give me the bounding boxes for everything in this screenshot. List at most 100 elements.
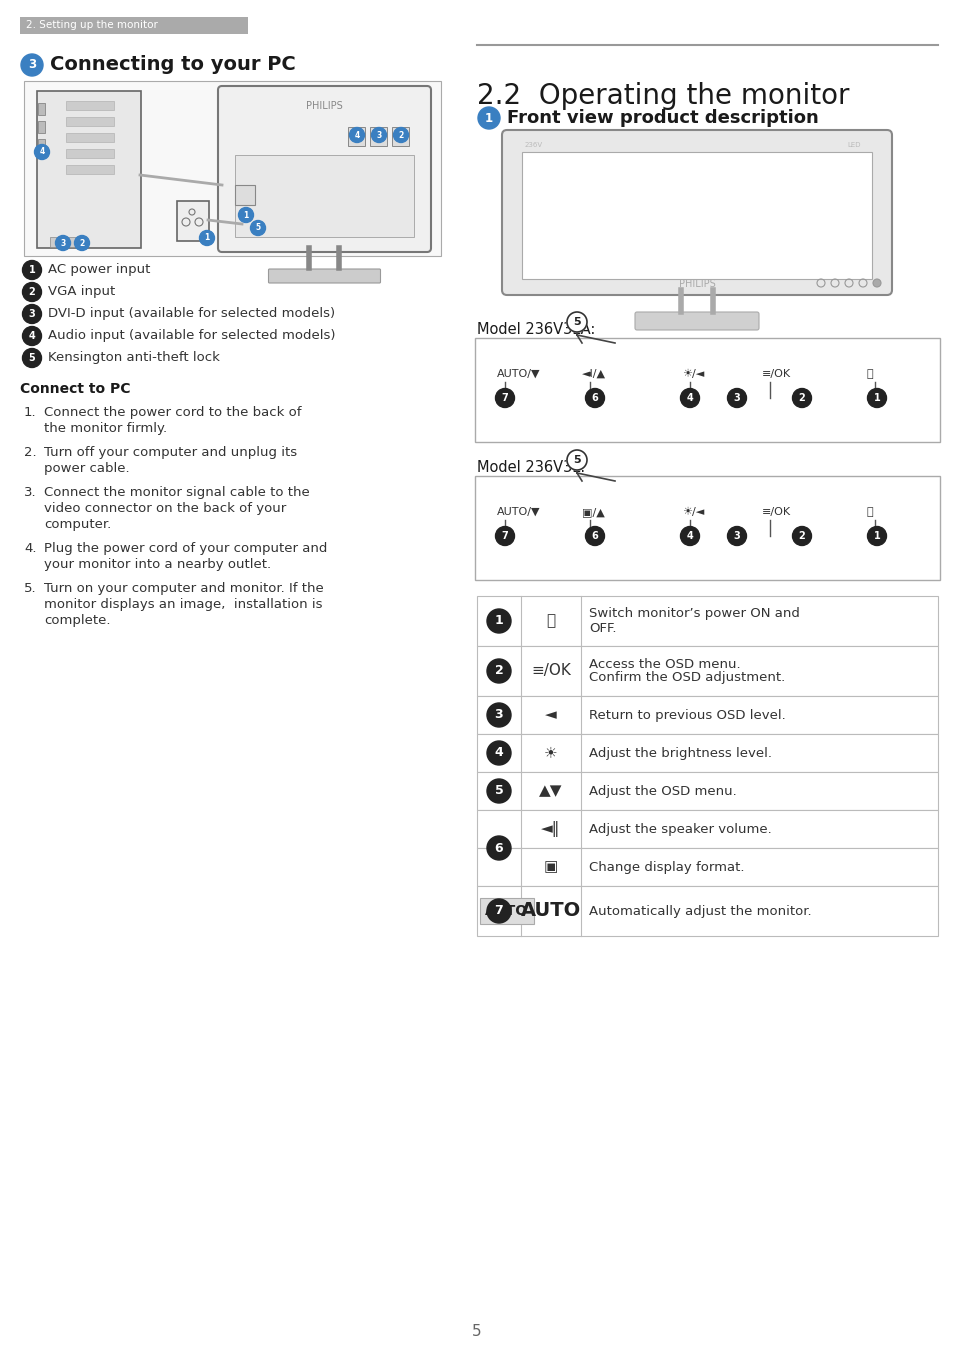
Text: 3: 3 [60, 238, 66, 248]
Text: ▣/▲: ▣/▲ [581, 506, 604, 517]
Text: 236V: 236V [524, 142, 542, 148]
Text: ◄I/▲: ◄I/▲ [581, 370, 605, 379]
Text: LED: LED [846, 142, 860, 148]
Text: Model 236V3LA:: Model 236V3LA: [476, 322, 595, 337]
Circle shape [371, 127, 386, 142]
Text: 6: 6 [591, 393, 598, 403]
Circle shape [866, 527, 885, 546]
Text: 2: 2 [398, 130, 403, 139]
FancyBboxPatch shape [476, 848, 937, 886]
Circle shape [486, 703, 511, 727]
FancyBboxPatch shape [476, 772, 937, 810]
Text: video connector on the back of your: video connector on the back of your [44, 502, 286, 515]
Circle shape [23, 283, 42, 302]
Text: ≡/OK: ≡/OK [761, 370, 790, 379]
Circle shape [486, 741, 511, 765]
Text: 6: 6 [591, 531, 598, 542]
Text: 4: 4 [29, 330, 35, 341]
FancyBboxPatch shape [50, 237, 65, 246]
Circle shape [74, 236, 90, 250]
Text: Connect the power cord to the back of: Connect the power cord to the back of [44, 406, 301, 418]
Circle shape [585, 389, 604, 408]
Text: DVI-D input (available for selected models): DVI-D input (available for selected mode… [48, 307, 335, 321]
Text: ◄‖: ◄‖ [540, 821, 560, 837]
Circle shape [679, 389, 699, 408]
Text: ⏻: ⏻ [546, 613, 555, 628]
Circle shape [23, 260, 42, 279]
Text: 1: 1 [873, 393, 880, 403]
Text: ☀: ☀ [543, 746, 558, 761]
FancyBboxPatch shape [476, 810, 937, 848]
Text: 2: 2 [798, 531, 804, 542]
Text: 5: 5 [29, 353, 35, 363]
Text: ⏻: ⏻ [866, 370, 873, 379]
Text: 3: 3 [495, 708, 503, 722]
Text: ≡/OK: ≡/OK [531, 663, 570, 678]
FancyBboxPatch shape [635, 311, 759, 330]
Text: 4.: 4. [24, 542, 36, 555]
Circle shape [792, 389, 811, 408]
FancyBboxPatch shape [479, 898, 534, 923]
FancyBboxPatch shape [37, 91, 141, 248]
FancyBboxPatch shape [38, 121, 45, 133]
Text: Adjust the speaker volume.: Adjust the speaker volume. [588, 822, 771, 835]
FancyBboxPatch shape [392, 126, 409, 145]
Text: 4: 4 [494, 746, 503, 760]
Text: 3: 3 [733, 531, 740, 542]
Text: 4: 4 [686, 393, 693, 403]
Text: 1: 1 [29, 265, 35, 275]
Circle shape [727, 527, 745, 546]
FancyBboxPatch shape [501, 130, 891, 295]
Circle shape [23, 348, 42, 367]
FancyBboxPatch shape [20, 18, 248, 34]
Text: 6: 6 [495, 841, 503, 854]
FancyBboxPatch shape [475, 477, 939, 580]
Circle shape [872, 279, 880, 287]
FancyBboxPatch shape [24, 81, 440, 256]
Text: 3: 3 [29, 309, 35, 320]
Text: 1: 1 [873, 531, 880, 542]
Circle shape [585, 527, 604, 546]
Circle shape [349, 127, 364, 142]
FancyBboxPatch shape [476, 886, 937, 936]
Text: 2.2  Operating the monitor: 2.2 Operating the monitor [476, 83, 848, 110]
Text: Connect to PC: Connect to PC [20, 382, 131, 395]
Text: Kensington anti-theft lock: Kensington anti-theft lock [48, 352, 219, 364]
Text: 2.: 2. [24, 445, 36, 459]
Circle shape [393, 127, 408, 142]
FancyBboxPatch shape [348, 126, 365, 145]
Text: Connect the monitor signal cable to the: Connect the monitor signal cable to the [44, 486, 310, 500]
Text: 7: 7 [494, 904, 503, 918]
FancyBboxPatch shape [476, 646, 937, 696]
Circle shape [727, 389, 745, 408]
Text: 2: 2 [79, 238, 85, 248]
Text: Audio input (available for selected models): Audio input (available for selected mode… [48, 329, 335, 343]
Circle shape [23, 305, 42, 324]
Text: 2: 2 [798, 393, 804, 403]
Circle shape [486, 835, 511, 860]
Text: 5: 5 [472, 1324, 481, 1339]
Text: 5: 5 [573, 455, 580, 464]
Circle shape [23, 326, 42, 345]
FancyBboxPatch shape [66, 133, 113, 142]
Circle shape [566, 450, 586, 470]
Text: 4: 4 [686, 531, 693, 542]
Text: power cable.: power cable. [44, 462, 130, 475]
Text: 1: 1 [204, 233, 210, 242]
Text: Plug the power cord of your computer and: Plug the power cord of your computer and [44, 542, 327, 555]
FancyBboxPatch shape [475, 338, 939, 441]
Text: AC power input: AC power input [48, 264, 151, 276]
Text: ▣: ▣ [543, 860, 558, 875]
Text: Model 236V3L:: Model 236V3L: [476, 460, 584, 475]
Text: 3: 3 [733, 393, 740, 403]
Circle shape [866, 389, 885, 408]
Text: PHILIPS: PHILIPS [306, 102, 342, 111]
Text: Confirm the OSD adjustment.: Confirm the OSD adjustment. [588, 672, 784, 685]
Text: complete.: complete. [44, 613, 111, 627]
Text: 2: 2 [494, 665, 503, 677]
Text: monitor displays an image,  installation is: monitor displays an image, installation … [44, 598, 322, 611]
Circle shape [566, 311, 586, 332]
Text: the monitor firmly.: the monitor firmly. [44, 422, 167, 435]
Text: 7: 7 [501, 531, 508, 542]
Text: 3: 3 [376, 130, 381, 139]
